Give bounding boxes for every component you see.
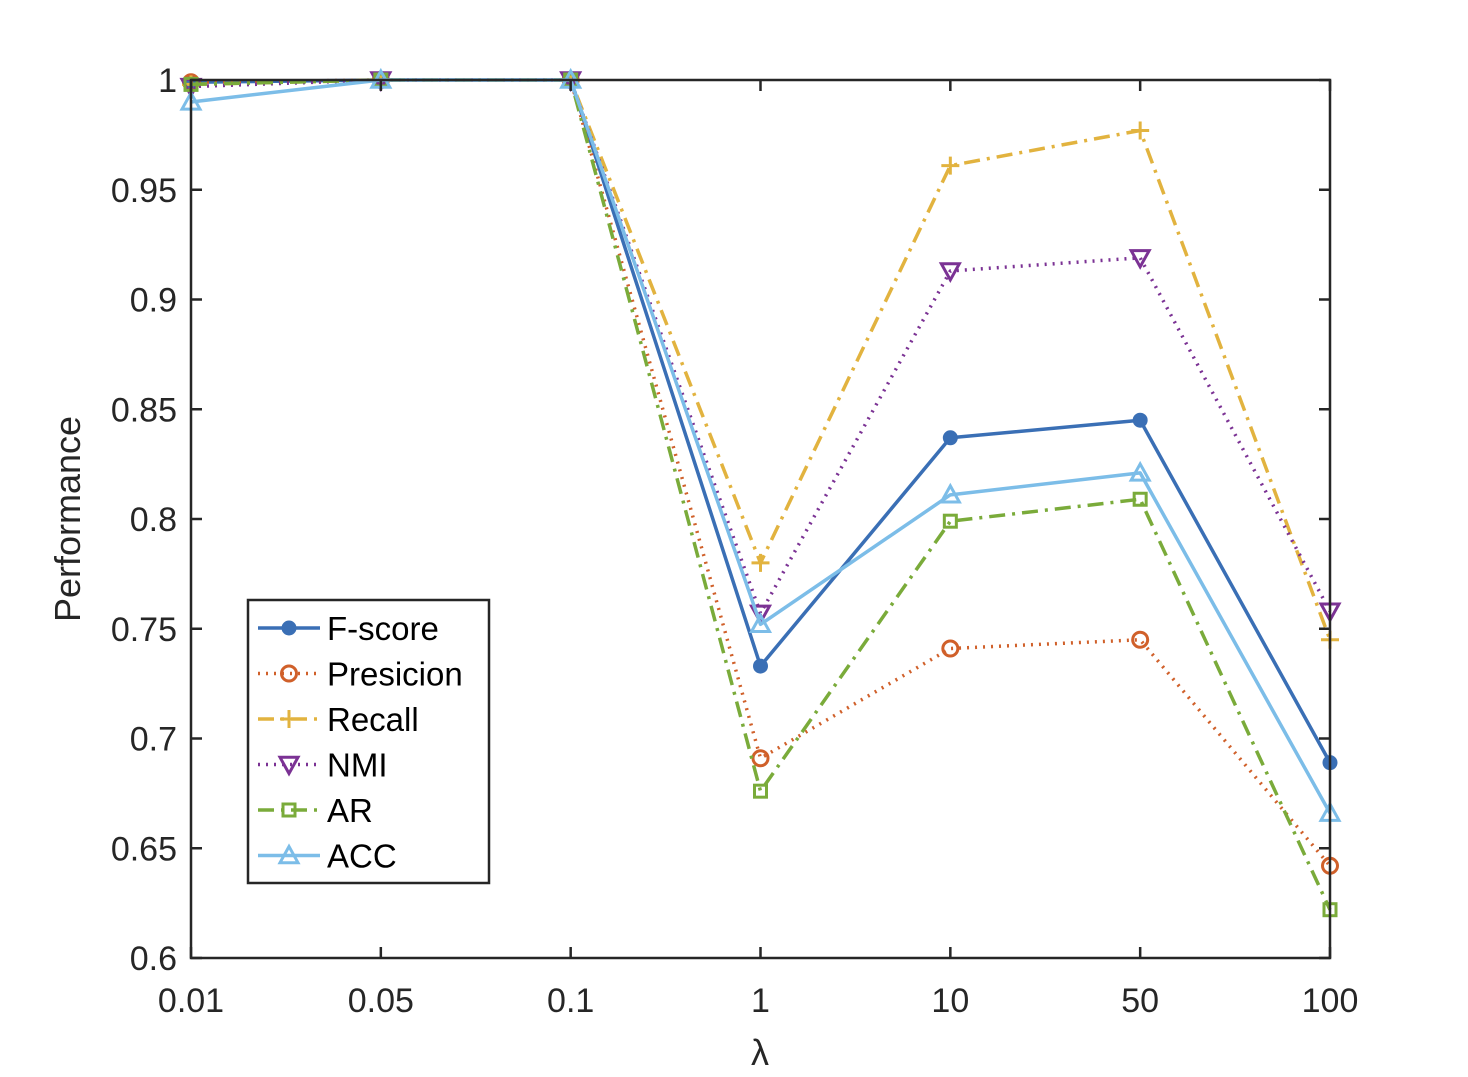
x-axis-label: λ	[751, 1032, 769, 1073]
legend-item-recall: Recall	[258, 701, 419, 738]
legend-item-acc: ACC	[258, 838, 397, 875]
legend-box	[246, 598, 491, 885]
y-tick-label: 0.65	[111, 830, 177, 868]
x-tick-label: 0.05	[348, 982, 414, 1020]
data-point-f-score	[1132, 412, 1148, 428]
y-tick-label: 1	[158, 62, 177, 100]
legend-marker-acc	[277, 843, 301, 865]
data-point-recall	[1131, 121, 1150, 140]
legend-marker-nmi	[277, 755, 301, 777]
legend-label-ar: AR	[327, 792, 373, 829]
y-tick-label: 0.7	[130, 721, 177, 759]
legend-item-nmi: NMI	[258, 747, 388, 784]
legend-marker-presicion	[280, 664, 298, 683]
data-point-acc	[938, 482, 962, 504]
y-tick-label: 0.6	[130, 940, 177, 978]
data-point-ar	[942, 513, 958, 529]
y-tick-label: 0.8	[130, 501, 177, 539]
legend: F-score Presicion Recall NMI AR ACC	[246, 598, 491, 885]
ticks-layer: 0.01 0.05 0.1 1 10 50 100 0.6 0.65 0.7 0.75 0.8 0.85…	[111, 62, 1359, 1020]
data-point-ar	[753, 783, 768, 799]
legend-label-acc: ACC	[327, 838, 397, 875]
data-point-acc	[1128, 460, 1152, 482]
y-axis-label: Performance	[47, 416, 88, 622]
data-point-recall	[751, 553, 770, 572]
legend-item-presicion: Presicion	[258, 656, 463, 693]
legend-item-f-score: F-score	[258, 610, 439, 647]
y-tick-label: 0.9	[130, 282, 177, 320]
data-point-nmi	[1128, 249, 1152, 270]
y-tick-label: 0.95	[111, 172, 177, 210]
x-tick-label: 0.01	[158, 982, 224, 1020]
x-tick-label: 0.1	[547, 982, 594, 1020]
x-tick-label: 10	[931, 982, 969, 1020]
data-point-acc	[748, 612, 773, 634]
data-point-presicion	[1131, 630, 1150, 649]
data-point-nmi	[938, 262, 962, 284]
legend-marker-f-score	[281, 620, 297, 636]
x-tick-label: 50	[1121, 982, 1159, 1020]
legend-marker-recall	[280, 710, 298, 728]
x-tick-label: 100	[1302, 982, 1359, 1020]
legend-label-nmi: NMI	[327, 747, 388, 784]
legend-label-presicion: Presicion	[327, 656, 463, 693]
legend-label-f-score: F-score	[327, 610, 439, 647]
y-tick-label: 0.75	[111, 611, 177, 649]
legend-label-recall: Recall	[327, 701, 419, 738]
data-point-f-score	[942, 430, 958, 446]
data-point-presicion	[941, 639, 960, 658]
data-point-f-score	[753, 658, 768, 674]
y-tick-label: 0.85	[111, 391, 177, 429]
data-point-presicion	[751, 749, 770, 768]
data-point-ar	[1132, 491, 1148, 507]
data-point-recall	[941, 156, 960, 175]
x-tick-label: 1	[751, 982, 770, 1020]
legend-item-ar: AR	[258, 792, 373, 829]
legend-marker-ar	[281, 802, 297, 818]
